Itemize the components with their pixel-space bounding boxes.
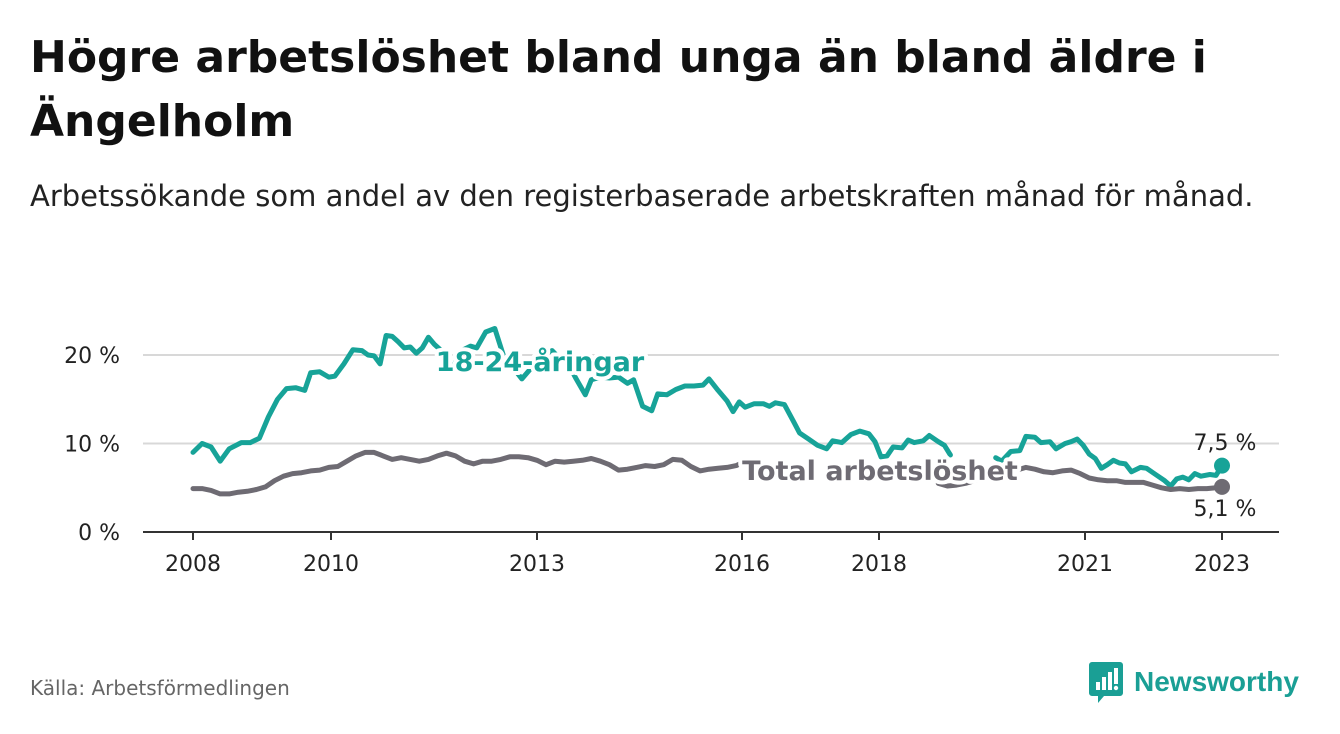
series-label-total: Total arbetslöshet [742,456,1018,487]
newsworthy-logo-icon [1089,662,1123,703]
y-tick-label: 10 % [64,433,120,458]
brand-name: Newsworthy [1134,666,1299,697]
x-tick-label: 2016 [714,552,770,577]
series-total-line-end-dot [1214,478,1230,495]
chart-subtitle: Arbetssökande som andel av den registerb… [30,179,1254,213]
series-total-line-segment-0 [190,449,818,497]
x-tick-label: 2023 [1194,552,1250,577]
x-tick-label: 2021 [1057,552,1113,577]
series-youth-line-segment-1 [993,433,1225,489]
x-tick-label: 2008 [165,552,221,577]
brand-logo[interactable]: Newsworthy [1088,658,1299,706]
end-value-label-youth: 7,5 % [1194,431,1257,456]
source-note: Källa: Arbetsförmedlingen [30,676,290,700]
y-tick-label: 0 % [78,521,120,546]
gridlines [143,354,1279,445]
series-labels: 18-24-åringar Total arbetslöshet 7,5 % 5,1 … [432,342,1257,522]
x-tick-label: 2010 [303,552,359,577]
series-lines [190,326,1230,497]
end-value-label-total: 5,1 % [1194,497,1257,522]
y-tick-label: 20 % [64,344,120,369]
series-total-line-segment-1 [935,464,1225,492]
series-youth-line-segment-0 [190,326,953,464]
axes: 0 % 10 % 20 % 2008 2010 2013 2016 2018 2021 2023 [64,344,1279,577]
x-tick-label: 2013 [509,552,565,577]
series-youth-line-end-dot [1214,457,1230,474]
series-label-youth: 18-24-åringar [436,346,645,378]
x-tick-label: 2018 [851,552,907,577]
chart-title: Högre arbetslöshet bland unga än bland ä… [30,32,1207,147]
